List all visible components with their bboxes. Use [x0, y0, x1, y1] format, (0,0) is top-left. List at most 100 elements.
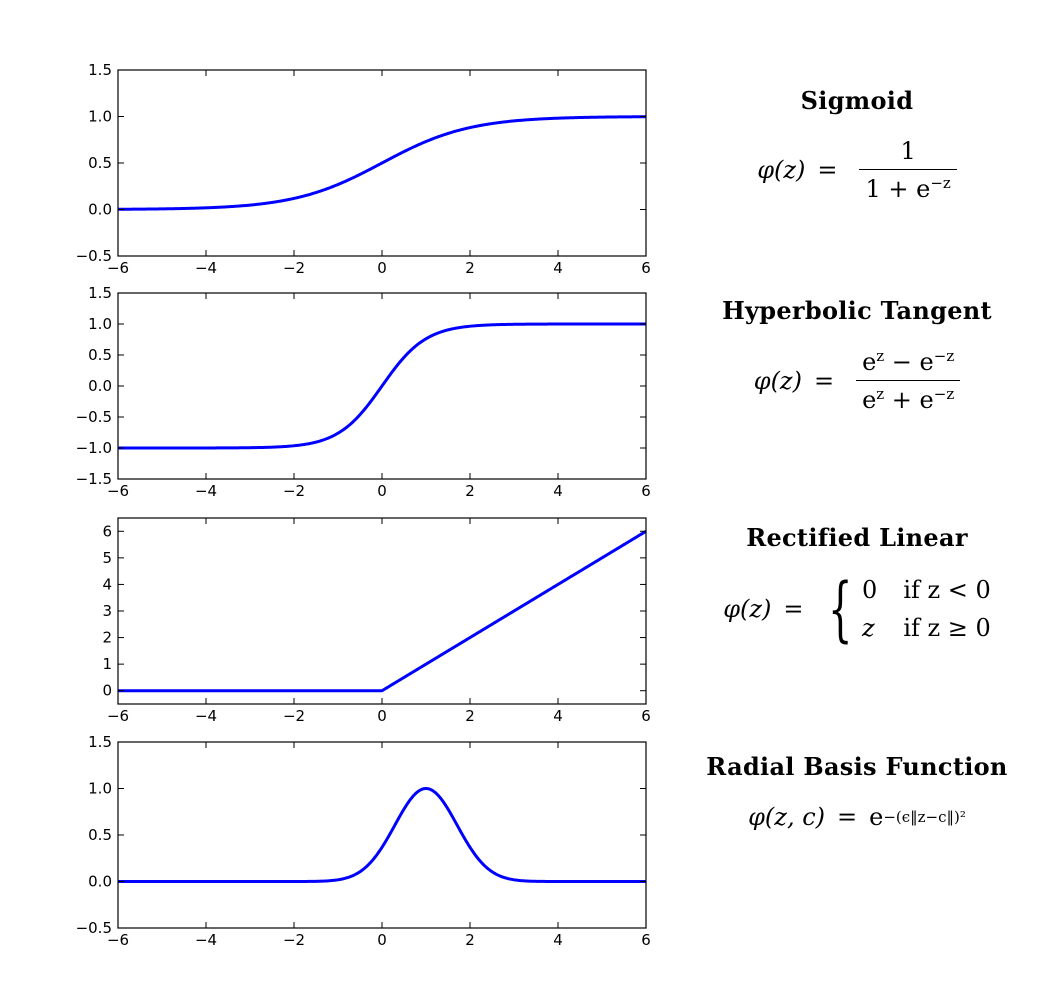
chart-title: Rectified Linear [746, 523, 968, 552]
formula-lhs: φ(z) [757, 156, 806, 184]
x-tick-label: 2 [465, 931, 475, 949]
formula-cases: 0 if z < 0 z if z ≥ 0 [862, 576, 991, 642]
left-brace: { [827, 568, 853, 650]
relu-panel: Rectified Linear φ(z) = { 0 if z < 0 z i… [650, 523, 1064, 644]
formula-lhs: φ(z, c) [748, 803, 825, 831]
y-tick-label: 2 [102, 629, 112, 647]
x-tick-label: −6 [107, 482, 129, 500]
x-tick-label: 6 [641, 707, 651, 725]
x-tick-label: −4 [195, 259, 217, 277]
x-tick-label: −6 [107, 707, 129, 725]
y-tick-label: 4 [102, 575, 112, 593]
sigmoid-formula: φ(z) = 1 1 + e−z [650, 137, 1064, 203]
formula-lhs: φ(z) [723, 595, 772, 623]
x-tick-label: −2 [283, 707, 305, 725]
y-tick-label: 1.5 [88, 733, 112, 751]
y-tick-label: 0.0 [88, 873, 112, 891]
x-tick-label: −2 [283, 931, 305, 949]
y-tick-label: −0.5 [76, 408, 112, 426]
chart-title: Sigmoid [800, 86, 914, 115]
x-tick-label: 0 [377, 259, 387, 277]
case-2-condition: if z ≥ 0 [903, 614, 991, 642]
formula-equals: = [817, 156, 838, 184]
y-tick-label: −0.5 [76, 919, 112, 937]
chart-panel-1: −6 −4 −2 0 2 4 6 −1.5 −1.0 −0.5 0.0 0.5 1.0 1.5 [76, 284, 651, 500]
rbf-panel: Radial Basis Function φ(z, c) = e −(ϵ‖z−c… [650, 752, 1064, 831]
den-term-a-exp: z [876, 385, 885, 403]
y-tick-label: 0.5 [88, 346, 112, 364]
x-tick-label: 2 [465, 259, 475, 277]
x-tick-label: −6 [107, 259, 129, 277]
y-tick-label: −1.0 [76, 439, 112, 457]
sigmoid-panel: Sigmoid φ(z) = 1 1 + e−z [650, 86, 1064, 203]
x-tick-label: 6 [641, 482, 651, 500]
series-line [117, 787, 647, 883]
formula-equals: = [813, 366, 835, 395]
case-1-condition: if z < 0 [903, 576, 991, 604]
case-2-value: z [862, 614, 875, 642]
formula-fraction: ez − e−z ez + e−z [856, 347, 961, 414]
y-tick-label: 5 [102, 549, 112, 567]
y-tick-label: 1.0 [88, 315, 112, 333]
plot-frame [117, 741, 647, 929]
num-operator: − e [884, 348, 934, 376]
x-tick-label: 2 [465, 707, 475, 725]
den-term-b-exp: −z [933, 385, 955, 403]
denominator-base: 1 + e [865, 175, 931, 203]
y-tick-label: −1.5 [76, 470, 112, 488]
x-tick-label: 4 [553, 707, 563, 725]
y-tick-label: 0.0 [88, 377, 112, 395]
num-term-a: e [862, 348, 877, 376]
formula-equals: = [783, 595, 804, 623]
chart-panel-2: −6 −4 −2 0 2 4 6 0 1 2 3 4 5 6 [102, 517, 651, 725]
num-term-b-exp: −z [933, 347, 955, 365]
x-tick-label: −6 [107, 931, 129, 949]
y-tick-label: 0.5 [88, 154, 112, 172]
num-term-a-exp: z [876, 347, 885, 365]
chart-panel-0: −6 −4 −2 0 2 4 6 −0.5 0.0 0.5 1.0 1.5 [76, 61, 651, 277]
y-tick-label: 1.0 [88, 108, 112, 126]
x-tick-label: 0 [377, 931, 387, 949]
formula-denominator: 1 + e−z [859, 169, 957, 203]
formula-lhs: φ(z) [753, 366, 802, 395]
chart-title: Hyperbolic Tangent [722, 296, 992, 325]
den-term-a: e [862, 386, 877, 414]
y-tick-label: 3 [102, 602, 112, 620]
x-tick-label: −2 [283, 259, 305, 277]
x-tick-label: 4 [553, 259, 563, 277]
formula-denominator: ez + e−z [856, 380, 961, 414]
y-tick-label: 0 [102, 682, 112, 700]
x-tick-label: 6 [641, 259, 651, 277]
rbf-formula: φ(z, c) = e −(ϵ‖z−c‖)² [650, 803, 1064, 831]
denominator-exponent: −z [930, 174, 951, 192]
case-1-value: 0 [862, 576, 878, 604]
x-tick-label: 6 [641, 931, 651, 949]
y-tick-label: 6 [102, 522, 112, 540]
tanh-panel: Hyperbolic Tangent φ(z) = ez − e−z ez + … [650, 296, 1064, 414]
y-tick-label: 1.5 [88, 61, 112, 79]
tanh-formula: φ(z) = ez − e−z ez + e−z [650, 347, 1064, 414]
relu-formula: φ(z) = { 0 if z < 0 z if z ≥ 0 [650, 574, 1064, 644]
x-tick-label: 0 [377, 482, 387, 500]
x-tick-label: 0 [377, 707, 387, 725]
formula-numerator: 1 [900, 137, 916, 165]
x-tick-label: −2 [283, 482, 305, 500]
x-tick-label: 4 [553, 482, 563, 500]
series-line [117, 115, 647, 211]
series-line [117, 530, 647, 693]
y-tick-label: 1 [102, 655, 112, 673]
chart-title: Radial Basis Function [706, 752, 1008, 781]
formula-equals: = [837, 803, 858, 831]
x-tick-label: −4 [195, 931, 217, 949]
x-tick-label: 2 [465, 482, 475, 500]
x-tick-label: −4 [195, 482, 217, 500]
y-tick-label: 0.0 [88, 201, 112, 219]
y-tick-label: 1.0 [88, 780, 112, 798]
x-tick-label: 4 [553, 931, 563, 949]
y-tick-label: 0.5 [88, 826, 112, 844]
den-operator: + e [884, 386, 934, 414]
y-tick-label: −0.5 [76, 247, 112, 265]
formula-fraction: 1 1 + e−z [859, 137, 957, 203]
x-tick-label: −4 [195, 707, 217, 725]
